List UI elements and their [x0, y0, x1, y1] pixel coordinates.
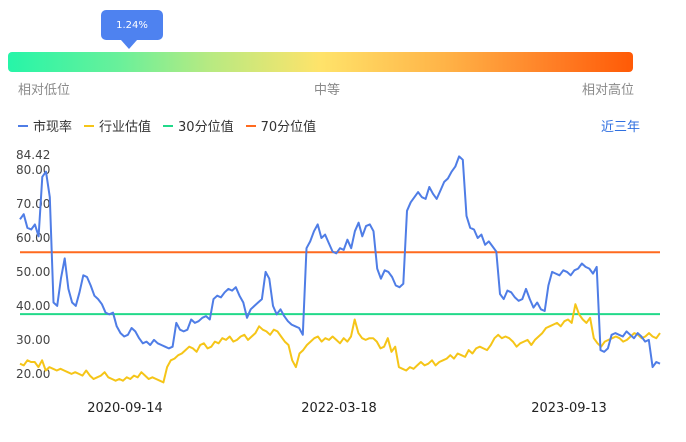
- x-tick-label: 2020-09-14: [87, 401, 163, 416]
- legend-item-p30[interactable]: 30分位值: [163, 116, 234, 135]
- legend-label-pcf: 市现率: [33, 120, 73, 135]
- legend-swatch-pcf: [18, 124, 28, 127]
- legend-item-pcf[interactable]: 市现率: [18, 116, 72, 135]
- legend-label-industry: 行业估值: [99, 120, 152, 135]
- legend-item-p70[interactable]: 70分位值: [245, 116, 317, 135]
- scale-label-high: 相对高位: [582, 83, 635, 98]
- y-tick-label: 20.00: [16, 367, 50, 381]
- x-tick-label: 2022-03-18: [301, 401, 377, 416]
- y-tick-label: 50.00: [16, 265, 50, 279]
- x-tick-label: 2023-09-13: [531, 401, 607, 416]
- y-tick-label: 84.42: [16, 148, 50, 162]
- y-tick-label: 80.00: [16, 163, 50, 177]
- chart-legend: 市现率 行业估值 30分位值 70分位值: [18, 116, 316, 135]
- legend-swatch-industry: [84, 124, 95, 127]
- legend-swatch-p30: [163, 124, 174, 127]
- legend-item-industry[interactable]: 行业估值: [84, 116, 151, 135]
- valuation-gradient-bar: [8, 52, 633, 72]
- legend-swatch-p70: [245, 124, 256, 127]
- y-tick-label: 30.00: [16, 333, 50, 347]
- y-tick-label: 40.00: [16, 299, 50, 313]
- percentile-badge: 1.24%: [101, 10, 163, 40]
- legend-label-p70: 70分位值: [260, 120, 317, 135]
- series-line-industry: [19, 303, 661, 384]
- y-tick-label: 70.00: [16, 197, 50, 211]
- period-selector[interactable]: 近三年: [600, 120, 640, 135]
- series-line-pcf: [19, 155, 661, 369]
- scale-label-low: 相对低位: [18, 83, 71, 98]
- percentile-pointer: [121, 40, 137, 49]
- scale-label-mid: 中等: [314, 83, 341, 98]
- legend-label-p30: 30分位值: [178, 120, 234, 135]
- y-tick-label: 60.00: [16, 231, 50, 245]
- percentile-value: 1.24%: [116, 19, 148, 31]
